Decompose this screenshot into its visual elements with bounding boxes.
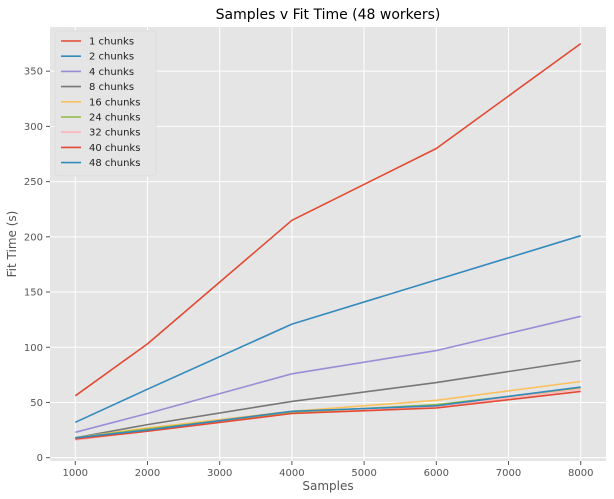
x-tick-label: 8000 [568, 468, 593, 479]
y-axis-ticks: 0 50 100 150 200 250 300 350 [24, 67, 50, 464]
x-tick-label: 7000 [496, 468, 521, 479]
legend-label: 8 chunks [89, 82, 134, 93]
x-axis-ticks: 1000 2000 3000 4000 5000 6000 7000 8000 [63, 461, 593, 479]
y-tick-label: 300 [24, 122, 43, 133]
x-tick-label: 5000 [351, 468, 376, 479]
y-tick-label: 350 [24, 67, 43, 78]
y-axis-title: Fit Time (s) [5, 211, 19, 278]
legend-label: 32 chunks [89, 128, 140, 139]
legend-label: 1 chunks [89, 37, 134, 48]
legend-label: 2 chunks [89, 52, 134, 63]
y-tick-label: 200 [24, 232, 43, 243]
y-tick-label: 50 [30, 398, 43, 409]
legend-label: 16 chunks [89, 97, 140, 108]
legend-label: 4 chunks [89, 67, 134, 78]
y-tick-label: 100 [24, 343, 43, 354]
y-tick-label: 250 [24, 177, 43, 188]
legend-label: 40 chunks [89, 143, 140, 154]
x-tick-label: 6000 [424, 468, 449, 479]
chart-title: Samples v Fit Time (48 workers) [216, 7, 441, 23]
legend-frame [54, 30, 157, 177]
x-tick-label: 1000 [63, 468, 88, 479]
series-line-3 [75, 315, 581, 434]
legend-label: 48 chunks [89, 158, 140, 169]
series-lines [74, 42, 582, 441]
y-tick-label: 0 [37, 453, 43, 464]
legend-label: 24 chunks [89, 113, 140, 124]
series-line-8 [75, 390, 581, 440]
legend: 1 chunks 2 chunks 4 chunks 8 chunks 16 chunk… [54, 30, 157, 177]
x-tick-label: 3000 [207, 468, 232, 479]
series-line-9 [75, 386, 581, 439]
series-line-1 [74, 42, 582, 397]
series-line-4 [75, 359, 581, 439]
series-line-2 [74, 234, 581, 424]
x-axis-title: Samples [302, 479, 353, 493]
x-tick-label: 4000 [279, 468, 304, 479]
x-tick-label: 2000 [135, 468, 160, 479]
y-tick-label: 150 [24, 288, 43, 299]
